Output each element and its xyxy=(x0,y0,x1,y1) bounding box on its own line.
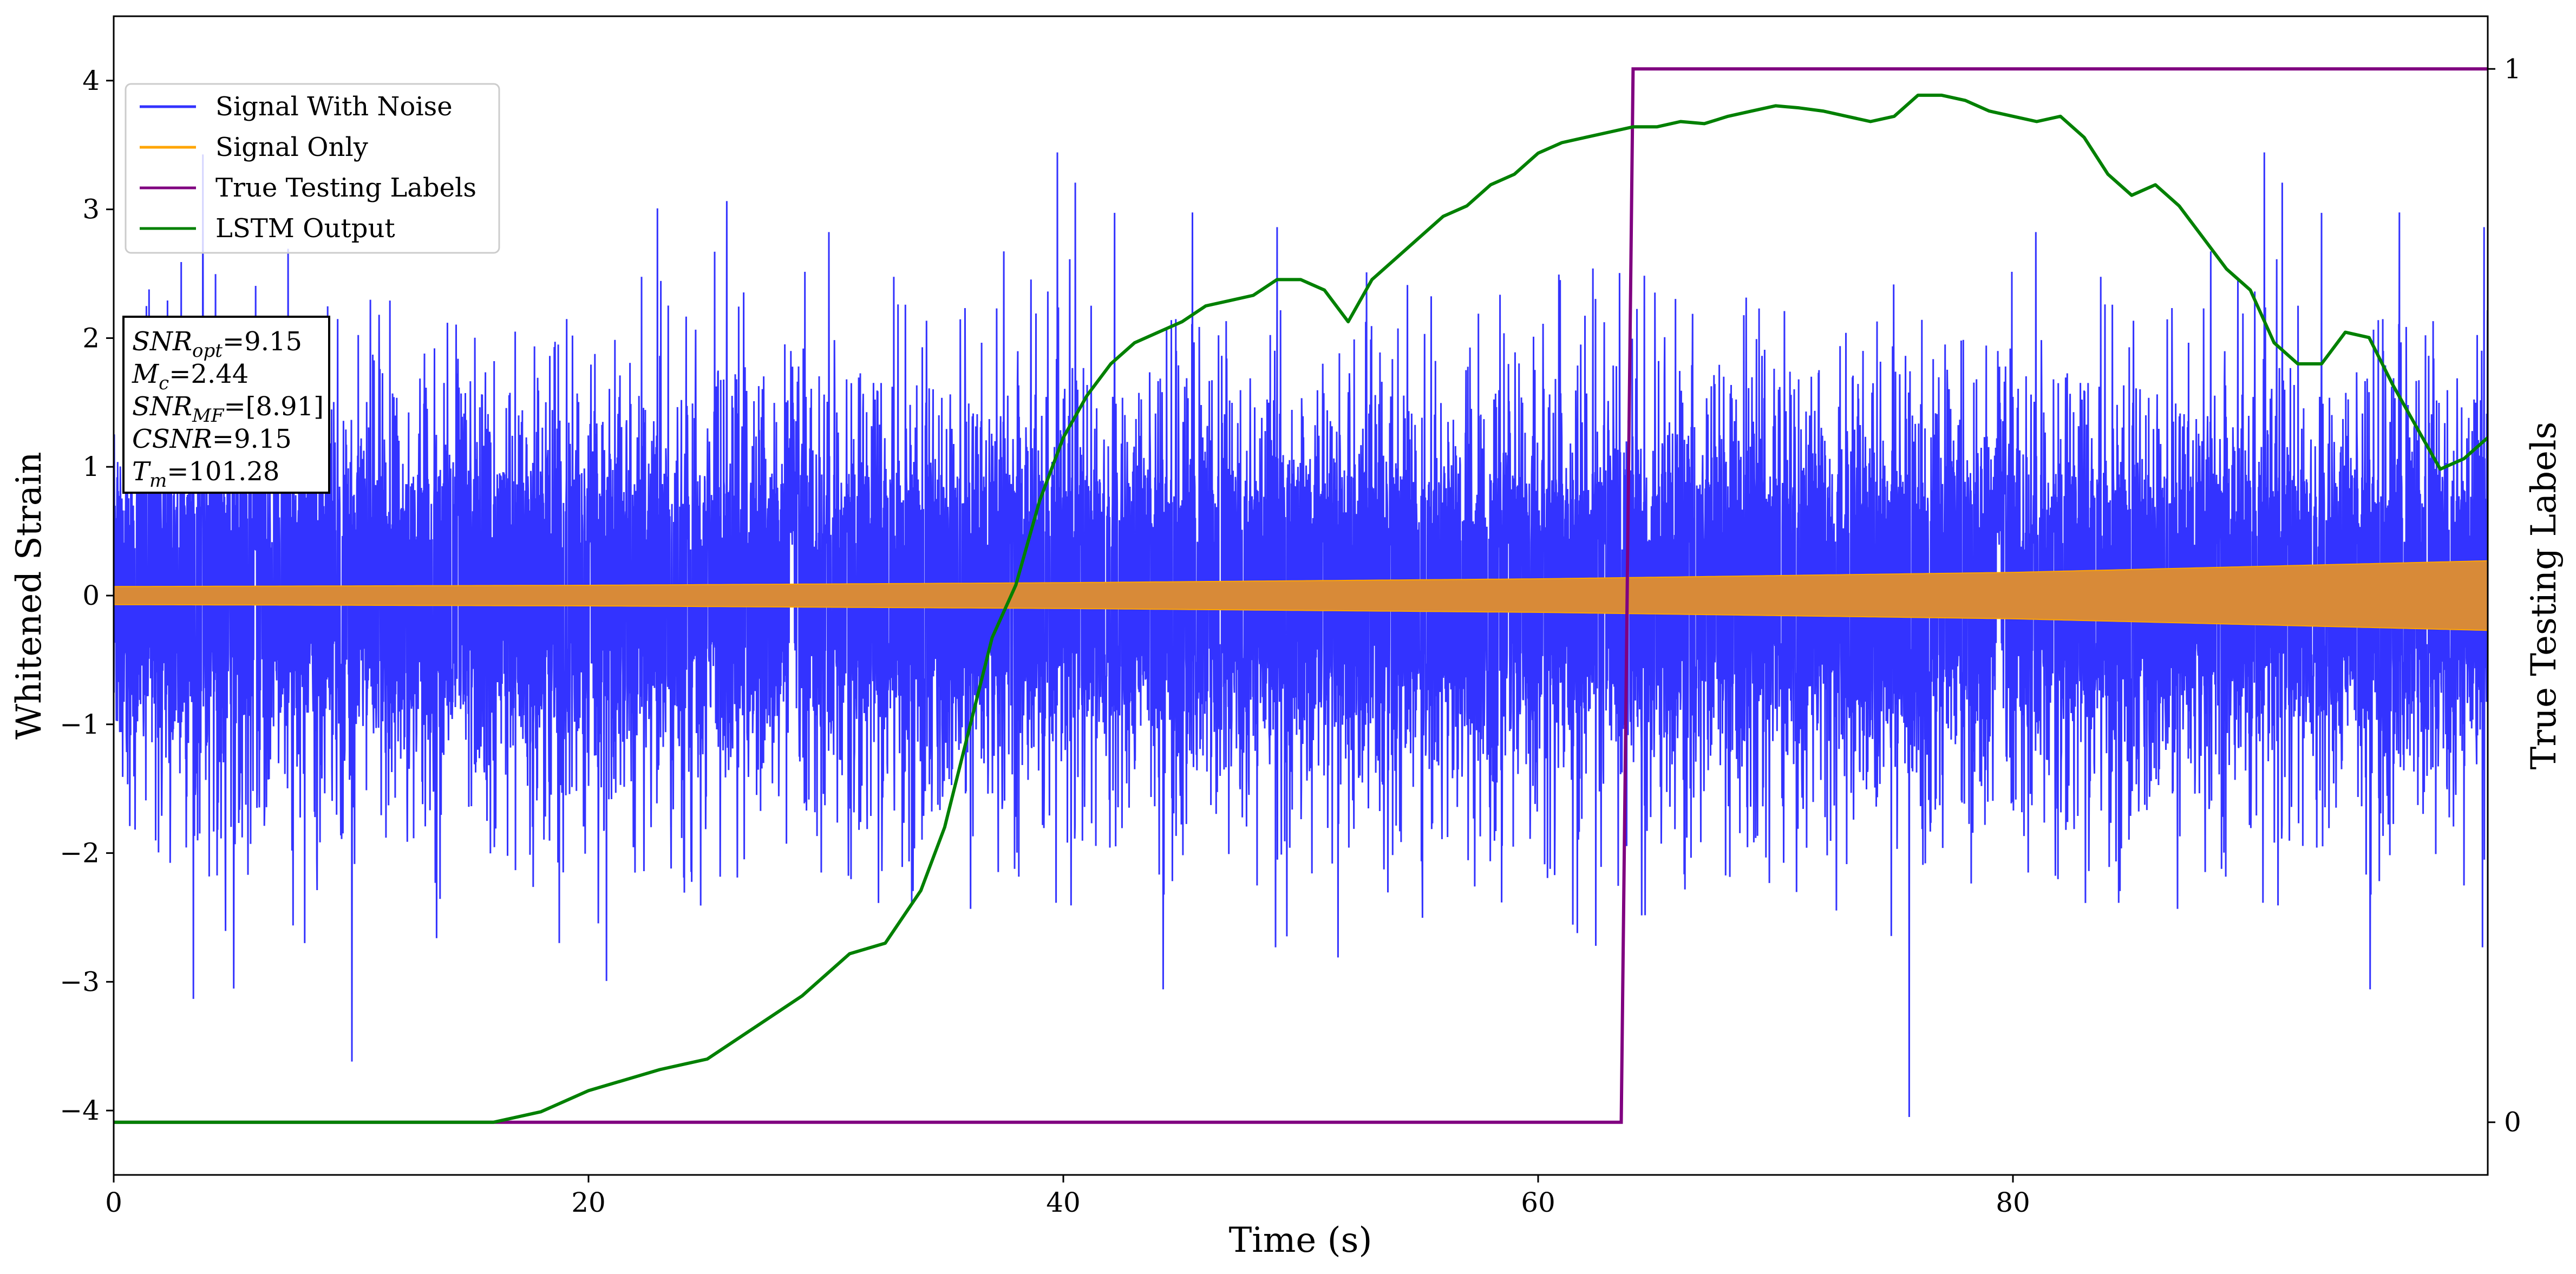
y2-axis-title: True Testing Labels xyxy=(2524,422,2564,770)
y-tick-label: −3 xyxy=(60,966,100,997)
annotation-mc: Mc=2.44 xyxy=(132,359,249,394)
x-tick-label: 0 xyxy=(105,1187,122,1218)
y-tick-label: −2 xyxy=(60,838,100,869)
y2-tick-label: 1 xyxy=(2504,53,2521,84)
series-lstm-output xyxy=(114,93,2488,1124)
legend: Signal With Noise Signal Only True Testi… xyxy=(125,83,500,254)
annotation-tm: Tm=101.28 xyxy=(132,456,279,492)
legend-box xyxy=(125,83,500,254)
plot-area xyxy=(114,67,2488,1124)
x-tick-label: 20 xyxy=(571,1187,606,1218)
y2-tick-label: 0 xyxy=(2504,1107,2521,1138)
series-true-testing-labels xyxy=(114,67,2488,1124)
y-axis-title: Whitened Strain xyxy=(9,452,49,739)
y-tick-label: −4 xyxy=(60,1095,100,1126)
parameter-annotation: SNRopt=9.15 Mc=2.44 SNRMF=[8.91] CSNR=9.… xyxy=(122,316,330,494)
series-signal-with-noise xyxy=(114,152,2488,1118)
x-tick-label: 60 xyxy=(1521,1187,1555,1218)
plot-frame xyxy=(113,15,2489,1176)
legend-label-true-labels: True Testing Labels xyxy=(215,173,476,203)
annotation-box xyxy=(122,316,330,494)
y-tick-label: 3 xyxy=(82,194,100,225)
y-tick-label: 2 xyxy=(82,322,100,354)
legend-label-lstm-output: LSTM Output xyxy=(215,213,395,244)
annotation-snr-opt: SNRopt=9.15 xyxy=(132,326,302,362)
y-tick-label: −1 xyxy=(60,709,100,740)
y-tick-label: 4 xyxy=(82,65,100,96)
y-tick-label: 1 xyxy=(82,451,100,482)
series-signal-only xyxy=(114,560,2488,631)
annotation-csnr: CSNR=9.15 xyxy=(132,424,292,454)
x-tick-label: 80 xyxy=(1996,1187,2030,1218)
legend-label-signal-only: Signal Only xyxy=(215,132,368,162)
legend-label-signal-with-noise: Signal With Noise xyxy=(215,92,453,122)
y-tick-label: 0 xyxy=(82,580,100,611)
x-tick-label: 40 xyxy=(1046,1187,1081,1218)
x-axis-title: Time (s) xyxy=(1229,1220,1372,1260)
annotation-snr-mf: SNRMF=[8.91] xyxy=(132,391,324,427)
